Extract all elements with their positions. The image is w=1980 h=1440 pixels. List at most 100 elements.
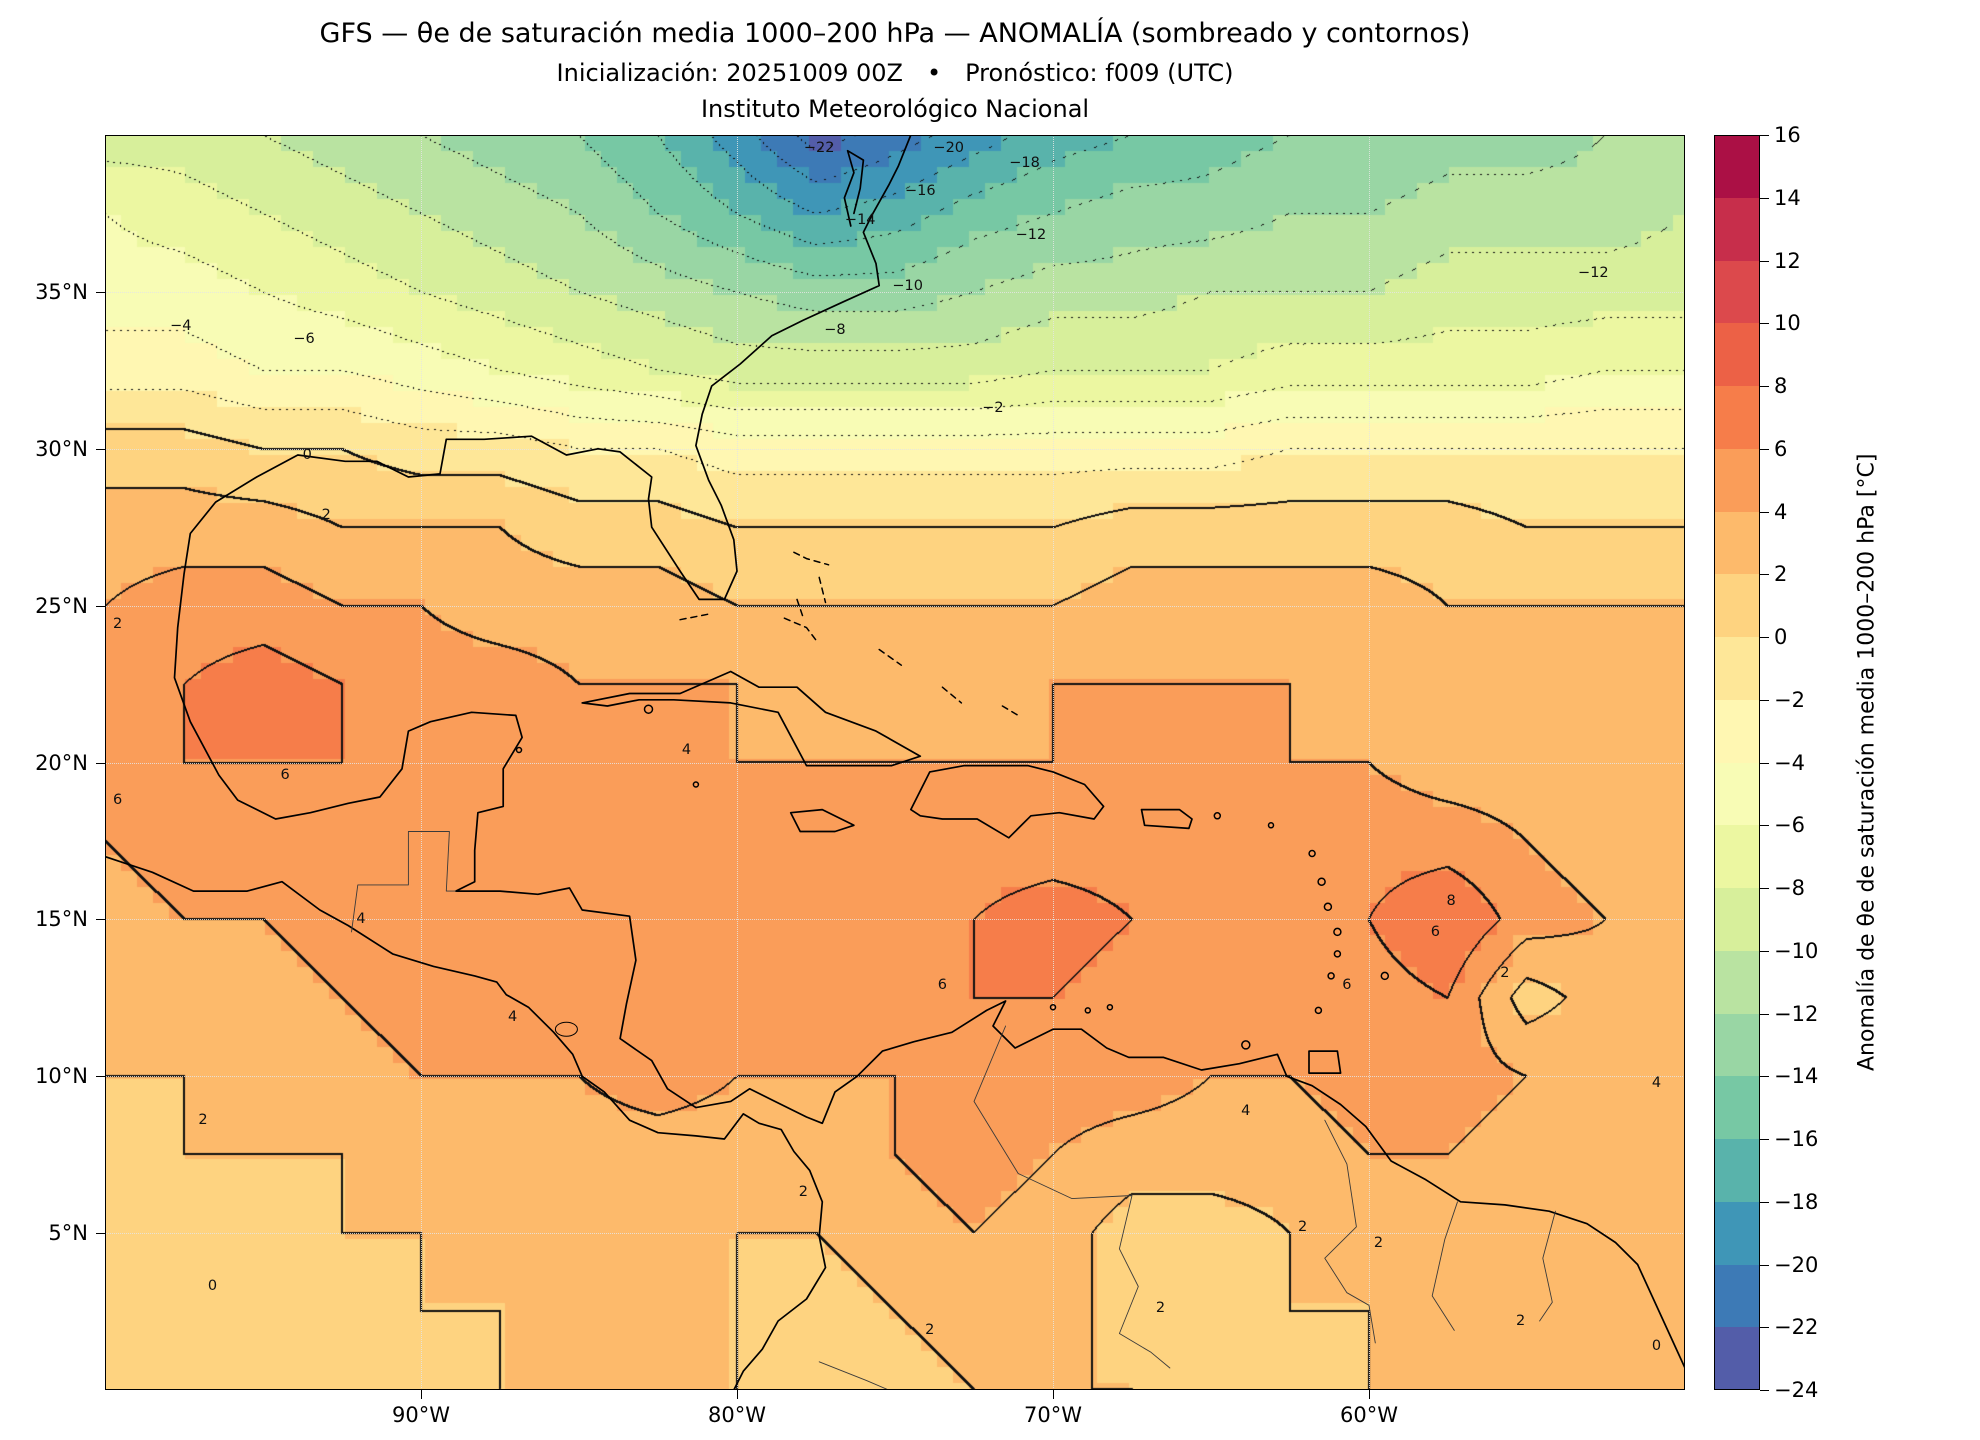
colorbar-tick-label: −12: [1774, 1001, 1819, 1026]
colorbar-tick-mark: [1760, 699, 1769, 701]
colorbar-cell: [1714, 1076, 1760, 1139]
contour-label: −2: [982, 399, 1004, 416]
contour-labels: −22 −20 −18 −16 −14 −12 −12 −10 −8 −6 −4 −2 0 2 2 6 6 4 4 4…: [105, 135, 1685, 1390]
colorbar-tick-label: −8: [1774, 876, 1805, 900]
colorbar-tick-mark: [1760, 260, 1769, 262]
contour-label: 4: [356, 911, 366, 928]
colorbar-cells: [1714, 135, 1760, 1390]
colorbar-tick-label: −6: [1774, 813, 1805, 838]
coastline-path: [1324, 1119, 1376, 1344]
island-marker: [1308, 849, 1316, 858]
contour-label: 2: [925, 1322, 935, 1339]
contour-label: 2: [321, 506, 331, 523]
colorbar-tick-mark: [1760, 637, 1769, 638]
y-tick-mark: [96, 1233, 105, 1235]
y-tick-mark: [96, 1076, 105, 1078]
contour-label: −14: [844, 211, 876, 228]
contour-label: −4: [170, 318, 192, 335]
colorbar-tick-mark: [1760, 135, 1769, 136]
colorbar-tick-label: −24: [1774, 1378, 1819, 1402]
coastline-path: [973, 1025, 1171, 1369]
contour-label: 2: [198, 1112, 208, 1129]
contour-label: 6: [1430, 923, 1440, 940]
lake-outline: [554, 1021, 578, 1037]
colorbar-tick-mark: [1760, 1076, 1769, 1078]
coastline-path: [818, 576, 827, 604]
colorbar-tick-mark: [1760, 888, 1769, 889]
colorbar-tick-mark: [1760, 1264, 1769, 1266]
coastline-path: [351, 831, 457, 933]
colorbar-tick-label: 8: [1774, 374, 1788, 398]
coastline-path: [1539, 1210, 1556, 1322]
island-marker: [1049, 1003, 1057, 1011]
x-tick-mark: [737, 1390, 738, 1399]
gridline-y: [105, 762, 1685, 764]
y-tick-label: 20°N: [35, 750, 88, 775]
colorbar-cell: [1714, 1139, 1760, 1202]
coastline-path: [793, 551, 830, 566]
y-tick-label: 15°N: [35, 907, 88, 932]
island-marker: [1317, 877, 1326, 886]
colorbar-tick-label: 14: [1774, 185, 1801, 210]
x-tick-mark: [1053, 1390, 1054, 1399]
contour-label: 2: [1155, 1300, 1166, 1317]
island-marker: [692, 781, 700, 788]
colorbar-cell: [1714, 448, 1760, 512]
island-marker: [1327, 972, 1335, 980]
coastline-path: [105, 855, 827, 1390]
colorbar-tick-label: 12: [1774, 248, 1801, 273]
contour-label: −6: [293, 330, 315, 347]
contour-label: 2: [1373, 1234, 1384, 1251]
colorbar-tick-mark: [1760, 1013, 1769, 1015]
colorbar-tick-label: 0: [1774, 625, 1788, 649]
colorbar-tick-mark: [1760, 1390, 1769, 1391]
title-block: GFS — θe de saturación media 1000–200 hP…: [105, 16, 1685, 125]
gridline-y: [105, 919, 1685, 921]
y-tick-mark: [96, 919, 105, 921]
coastlines: [105, 135, 1685, 1390]
contour-label: 0: [207, 1278, 218, 1295]
colorbar-cell: [1714, 1013, 1760, 1077]
y-tick-mark: [96, 762, 105, 764]
colorbar-tick-label: −14: [1774, 1064, 1819, 1089]
coastline-path: [581, 670, 922, 767]
contour-label: 6: [937, 977, 948, 994]
colorbar-cell: [1714, 762, 1760, 826]
colorbar-tick-mark: [1760, 825, 1769, 827]
colorbar-tick-label: −10: [1774, 938, 1819, 963]
y-tick-mark: [96, 448, 105, 450]
gridline-y: [105, 448, 1685, 450]
colorbar-tick-mark: [1760, 574, 1769, 576]
colorbar-cell: [1714, 511, 1760, 575]
colorbar-tick-label: −20: [1774, 1252, 1819, 1277]
colorbar-tick-mark: [1760, 1327, 1769, 1329]
coastline-path: [843, 149, 865, 227]
contour-label: 2: [1298, 1218, 1308, 1235]
colorbar-cell: [1714, 260, 1760, 324]
y-tick-label: 5°N: [48, 1221, 88, 1246]
colorbar-tick-label: −16: [1774, 1127, 1819, 1151]
colorbar-tick-mark: [1760, 448, 1769, 450]
y-tick-mark: [96, 291, 105, 293]
island-marker: [1380, 971, 1390, 981]
colorbar-tick-mark: [1760, 950, 1769, 952]
colorbar-cell: [1714, 888, 1760, 951]
gridline-y: [105, 1076, 1685, 1078]
x-tick-label: 80°W: [708, 1403, 766, 1427]
contour-label: 0: [1651, 1338, 1662, 1355]
coastline-path: [909, 764, 1105, 839]
coastline-path: [941, 686, 963, 704]
chart-subtitle: Inicialización: 20251009 00Z • Pronóstic…: [556, 59, 1234, 88]
contour-label: 8: [1446, 892, 1456, 909]
x-tick-label: 90°W: [392, 1403, 450, 1427]
colorbar-cell: [1714, 386, 1760, 449]
colorbar-cell: [1714, 1201, 1760, 1265]
y-tick-label: 30°N: [35, 436, 88, 461]
contour-label: 2: [1500, 964, 1510, 981]
contour-label: 2: [113, 616, 123, 633]
contour-label: 4: [508, 1008, 518, 1025]
colorbar-label: Anomalía de θe de saturación media 1000–…: [1854, 453, 1880, 1072]
colorbar-tick-label: 10: [1774, 311, 1801, 336]
gridlines: [105, 135, 1685, 1390]
coastline-path: [783, 617, 817, 641]
